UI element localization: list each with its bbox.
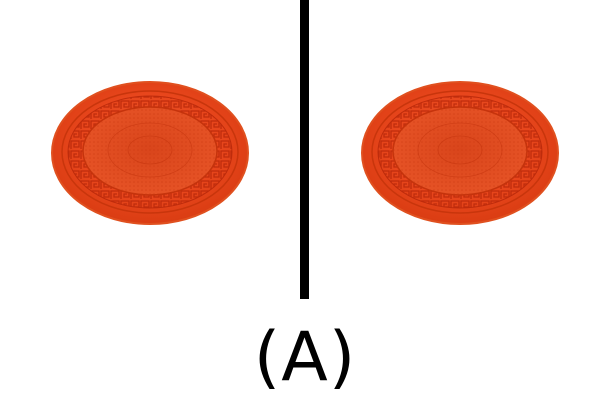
right-plate [361,81,559,225]
figure-caption: (A) [253,318,357,397]
left-plate [51,81,249,225]
divider-line [300,0,309,299]
